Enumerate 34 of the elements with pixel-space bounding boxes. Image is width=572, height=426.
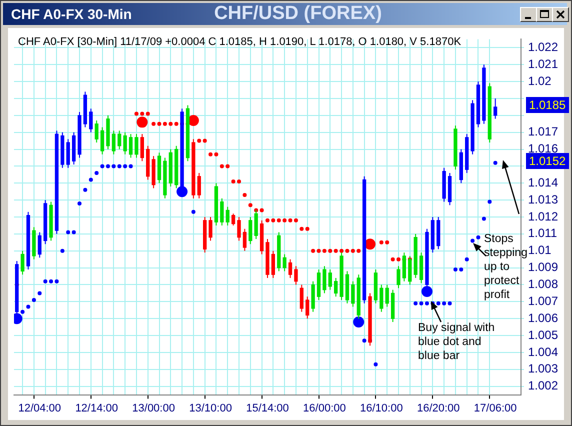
y-tick-label: 1.014: [528, 175, 558, 190]
x-tick-label: 16/10:00: [360, 402, 403, 414]
text: 1.0152: [526, 153, 569, 169]
y-tick-label: 1.011: [528, 226, 558, 240]
y-tick-label: 1.004: [528, 344, 558, 359]
y-tick-label: 1.022: [528, 40, 558, 54]
y-tick-label: 1.016: [528, 142, 558, 156]
y-tick-label: 1.005: [528, 328, 558, 342]
x-tick-label: 12/04:00: [18, 402, 62, 414]
text: CHF A0-FX 30-Min: [11, 6, 132, 22]
y-tick-label: 1.021: [528, 56, 558, 71]
annotation: Stops stepping up to protect profit: [484, 233, 528, 301]
chart-subtitle: CHF A0-FX [30-Min] 11/17/09 +0.0004 C 1.0185, H 1.0190, L 1.0178, O 1.0180, V 5.1870K: [18, 36, 462, 48]
x-tick-label: 13/10:00: [189, 402, 232, 414]
x-tick-label: 15/14:00: [246, 402, 289, 414]
y-tick-label: 1.002: [528, 378, 558, 393]
text: 1.0185: [526, 97, 569, 113]
x-tick-label: 16/20:00: [416, 402, 460, 414]
x-tick-label: 17/06:00: [474, 402, 517, 414]
y-tick-label: 1.007: [528, 294, 558, 308]
y-tick-label: 1.012: [528, 209, 558, 224]
y-tick-label: 1.009: [528, 260, 558, 274]
annotation: Buy signal with blue dot and blue bar: [418, 321, 496, 363]
x-tick-label: 12/14:00: [75, 402, 118, 414]
y-tick-label: 1.006: [528, 310, 558, 325]
x-tick-label: 16/00:00: [303, 402, 346, 414]
y-tick-label: 1.013: [528, 192, 558, 206]
y-tick-label: 1.008: [528, 277, 558, 292]
y-tick-label: 1.02: [528, 74, 552, 88]
chart-title: CHF/USD (FOREX): [213, 3, 383, 25]
y-tick-label: 1.003: [528, 362, 558, 376]
y-tick-label: 1.01: [528, 243, 552, 258]
y-tick-label: 1.017: [528, 124, 558, 139]
x-tick-label: 13/00:00: [132, 402, 175, 414]
